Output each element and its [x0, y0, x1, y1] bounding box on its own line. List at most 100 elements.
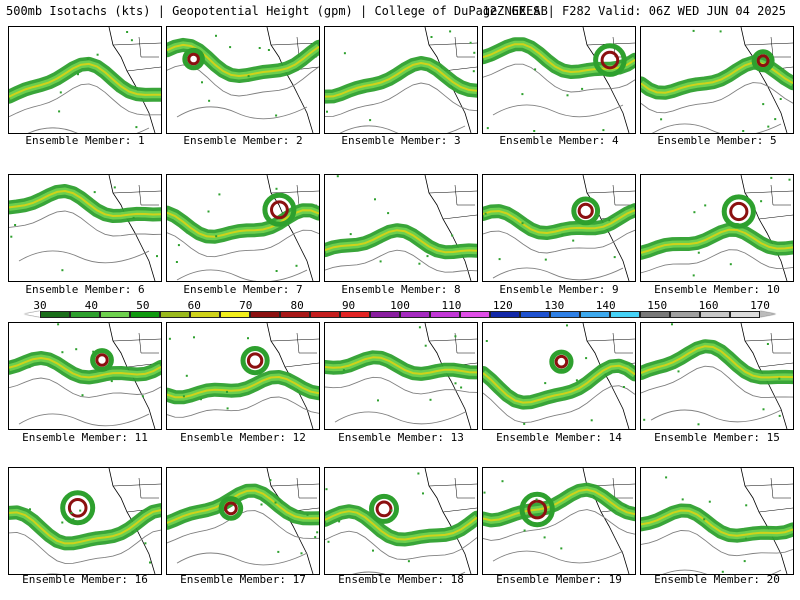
isotach-speck: [460, 386, 463, 389]
vortex-outer: [60, 490, 96, 526]
coastline: [108, 27, 156, 133]
isotach-speck: [247, 337, 249, 340]
isotach-speck: [260, 503, 263, 506]
isotach-band-core: [167, 489, 319, 524]
height-contour: [176, 552, 308, 566]
isotach-speck: [277, 550, 280, 553]
isotach-speck: [643, 418, 646, 421]
isotach-speck: [200, 398, 202, 401]
colorbar-cell: [400, 311, 430, 318]
isotach-speck: [534, 68, 537, 71]
colorbar-tick-label: 110: [441, 299, 462, 312]
isotach-speck: [671, 323, 673, 326]
isotach-speck: [185, 374, 188, 377]
ensemble-panel: [166, 322, 320, 430]
panel-map: [483, 323, 635, 429]
panel-map: [9, 175, 161, 281]
colorbar-cell: [370, 311, 400, 318]
ensemble-panel: [166, 174, 320, 282]
height-contour: [483, 509, 635, 541]
isotach-speck: [126, 31, 129, 33]
isotach-speck: [692, 274, 695, 277]
vortex-outer: [593, 43, 627, 77]
isotach-speck: [113, 186, 116, 189]
isotach-speck: [778, 414, 781, 417]
isotach-band-core: [325, 62, 477, 98]
isotach-speck: [58, 110, 61, 113]
isotach-speck: [215, 34, 217, 37]
vortex-outer: [549, 349, 574, 374]
panel-map: [167, 175, 319, 281]
panel-label: Ensemble Member: 9: [499, 283, 619, 296]
panel-map: [325, 323, 477, 429]
colorbar-tick-label: 130: [544, 299, 565, 312]
ensemble-panel: [8, 467, 162, 575]
isotach-speck: [175, 261, 178, 263]
colorbar-cell: [70, 311, 100, 318]
isotach-speck: [533, 130, 536, 132]
colorbar-cell: [640, 311, 670, 318]
isotach-band-core: [483, 209, 635, 234]
isotach-speck: [208, 99, 211, 102]
isotach-speck: [498, 258, 501, 261]
isotach-speck: [300, 552, 303, 555]
ensemble-panel: [324, 467, 478, 575]
ensemble-panel: [324, 26, 478, 134]
vortex-outer: [751, 49, 775, 73]
height-contour: [492, 550, 624, 564]
isotach-speck: [79, 509, 82, 512]
vortex-core: [577, 202, 594, 220]
panel-map: [325, 27, 477, 133]
isotach-speck: [509, 509, 512, 512]
isotach-speck: [501, 480, 504, 483]
colorbar-tick-label: 40: [84, 299, 99, 312]
panel-map: [483, 175, 635, 281]
isotach-speck: [275, 270, 278, 272]
isotach-speck: [274, 501, 277, 504]
colorbar-right-arrow: [760, 311, 776, 317]
isotach-speck: [86, 58, 89, 60]
vortex-core: [600, 50, 620, 70]
isotach-speck: [779, 98, 782, 100]
isotach-speck: [745, 504, 748, 507]
vortex-outer: [262, 192, 297, 227]
isotach-speck: [418, 326, 421, 329]
isotach-speck: [774, 118, 777, 121]
isotach-speck: [343, 52, 346, 55]
colorbar-cell: [340, 311, 370, 318]
colorbar-tick-label: 90: [341, 299, 356, 312]
colorbar-cell: [160, 311, 190, 318]
height-contour: [483, 385, 635, 424]
ensemble-panel: [324, 322, 478, 430]
ensemble-panel: [8, 322, 162, 430]
isotach-speck: [451, 234, 454, 237]
isotach-band-core: [9, 62, 161, 98]
isotach-speck: [561, 233, 564, 236]
panel-label: Ensemble Member: 18: [338, 573, 464, 586]
height-contour: [492, 267, 624, 281]
isotach-speck: [81, 394, 84, 397]
isotach-speck: [585, 357, 588, 360]
isotach-speck: [608, 219, 611, 222]
isotach-speck: [473, 51, 476, 54]
isotach-speck: [523, 529, 526, 532]
isotach-band-core: [641, 228, 793, 254]
vortex-core: [187, 52, 200, 66]
isotach-speck: [660, 118, 663, 121]
ensemble-panel: [8, 174, 162, 282]
panel-map: [9, 468, 161, 574]
colorbar-cell: [700, 311, 730, 318]
isotach-speck: [697, 423, 700, 426]
isotach-speck: [135, 126, 138, 129]
panel-map: [167, 323, 319, 429]
isotach-speck: [379, 260, 382, 263]
isotach-speck: [93, 191, 96, 194]
vortex-outer: [240, 345, 270, 376]
colorbar-tick-label: 80: [290, 299, 304, 312]
colorbar-tick-label: 50: [136, 299, 150, 312]
isotach-speck: [719, 30, 722, 33]
panel-map: [483, 468, 635, 574]
isotach-speck: [338, 520, 341, 523]
isotach-speck: [762, 103, 765, 106]
ensemble-panel: [640, 322, 794, 430]
